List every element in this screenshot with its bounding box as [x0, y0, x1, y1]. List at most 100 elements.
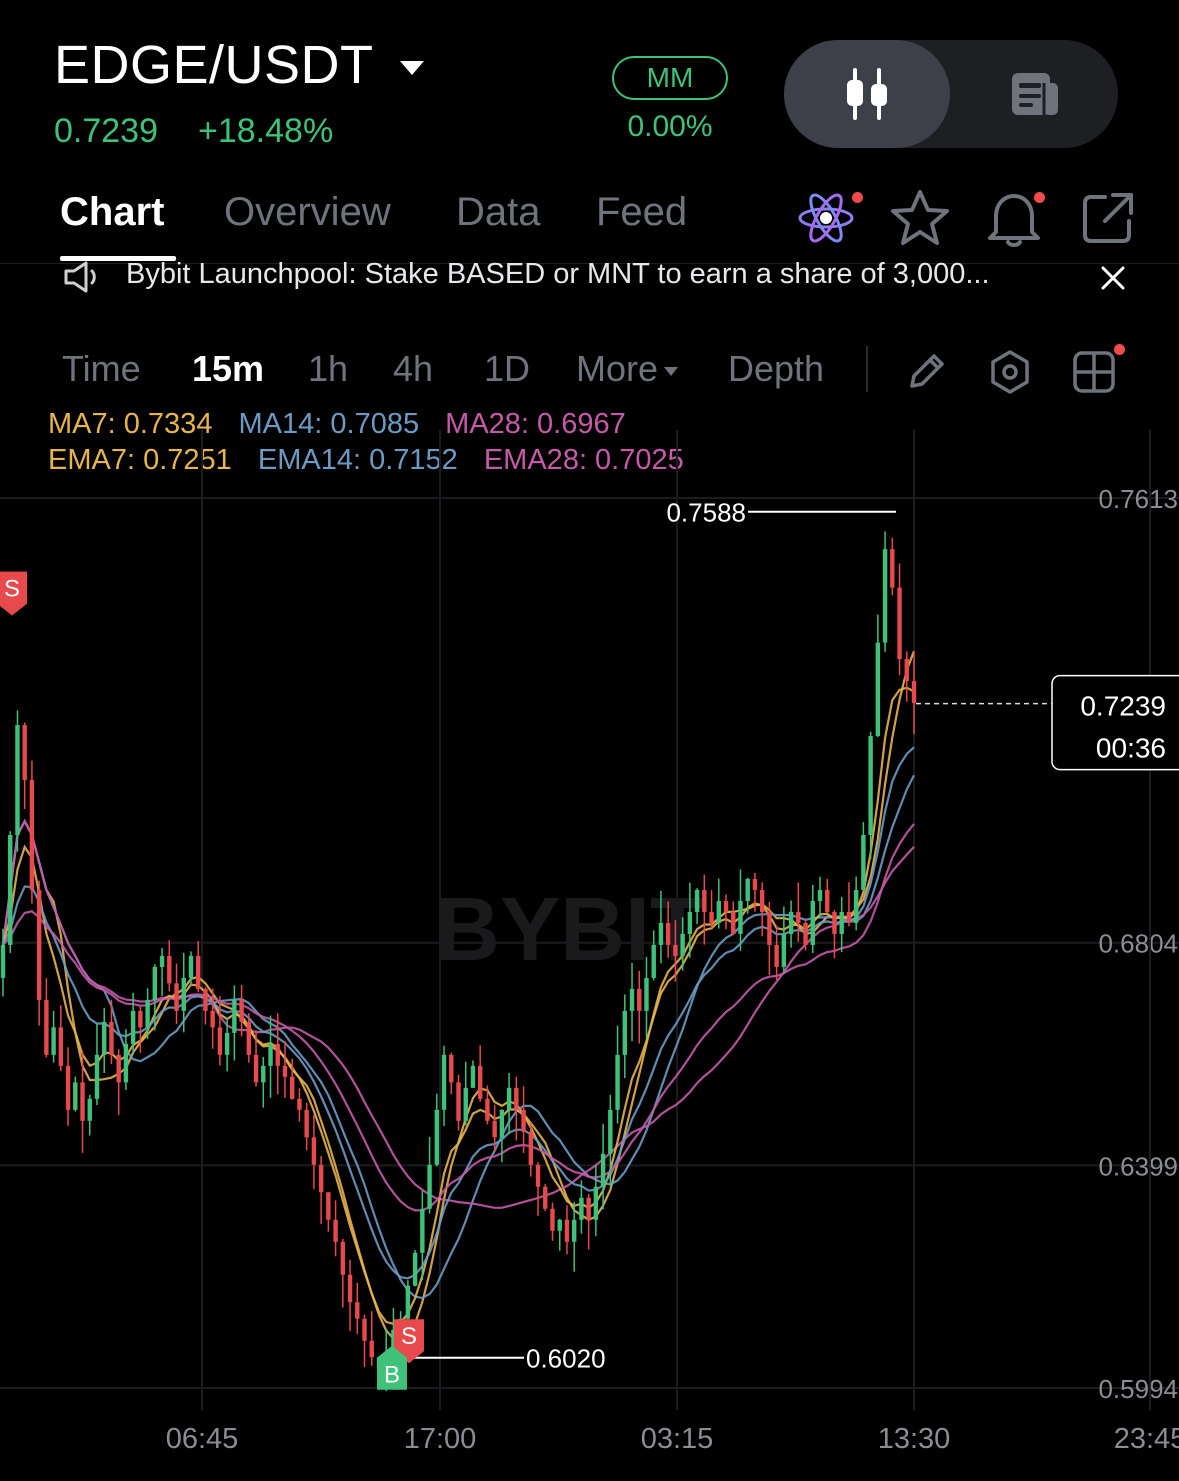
candle-body — [890, 549, 895, 588]
candle-body — [29, 780, 35, 890]
candle-body — [239, 999, 244, 1022]
candle-body — [861, 834, 866, 890]
speaker-icon — [64, 261, 96, 293]
candle-body — [825, 889, 830, 912]
last-price-value: 0.7239 — [1080, 691, 1166, 722]
sell-marker — [394, 1319, 424, 1364]
candle-body — [391, 1329, 396, 1352]
candle-body — [535, 1164, 541, 1187]
candle-body — [774, 944, 779, 967]
candle-body — [36, 889, 42, 1000]
candle-body — [167, 955, 172, 984]
candle-body — [731, 911, 736, 934]
candle-body — [22, 725, 27, 781]
candle-body — [564, 1219, 570, 1242]
view-toggle[interactable] — [784, 40, 1118, 148]
tab-feed[interactable]: Feed — [596, 190, 688, 234]
candle-body — [492, 1120, 497, 1138]
timeframe-1h[interactable]: 1h — [308, 348, 349, 389]
candle-body — [412, 1252, 418, 1286]
candle-body — [102, 1021, 107, 1055]
watermark: BYBIT — [435, 880, 705, 980]
candle-body — [521, 1109, 526, 1132]
candle-body — [15, 725, 20, 835]
candle-body — [637, 988, 642, 1011]
sell-marker — [0, 571, 27, 616]
timeframe-1d[interactable]: 1D — [484, 348, 531, 389]
candle-body — [644, 977, 649, 1011]
candle-body — [477, 1065, 483, 1099]
close-icon[interactable] — [1100, 265, 1126, 291]
candle-body — [304, 1109, 309, 1138]
candle-body — [145, 999, 150, 1028]
candle-body — [557, 1219, 562, 1231]
main-tabs: Chart Overview Data Feed — [0, 180, 1179, 264]
candle-body — [116, 1054, 121, 1083]
timeframe-time[interactable]: Time — [62, 348, 141, 389]
sell-marker-label: S — [401, 1323, 417, 1350]
last-price: 0.7239 — [54, 112, 158, 150]
depth-tab[interactable]: Depth — [728, 348, 825, 389]
candle-body — [290, 1076, 295, 1099]
bell-icon[interactable] — [982, 186, 1046, 250]
candle-body — [58, 1027, 64, 1066]
candle-body — [196, 955, 201, 989]
candle-body — [810, 900, 815, 945]
candle-body — [355, 1302, 360, 1319]
candle-body — [44, 999, 49, 1055]
candle-body — [752, 878, 758, 890]
announcement-banner[interactable]: Bybit Launchpool: Stake BASED or MNT to … — [0, 252, 1179, 302]
candlestick-icon — [847, 68, 887, 120]
candle-body — [796, 911, 801, 923]
tab-chart[interactable]: Chart — [60, 190, 165, 234]
candle-body — [80, 1082, 85, 1121]
timeframe-15m[interactable]: 15m — [192, 348, 265, 389]
layout-grid-icon[interactable] — [1066, 344, 1125, 400]
ma14-value: MA14: 0.7085 — [238, 408, 420, 440]
timeframe-more-label[interactable]: More — [576, 348, 659, 389]
candle-body — [224, 1032, 230, 1055]
candle-body — [911, 681, 917, 704]
candle-body — [904, 659, 909, 682]
candlestick-chart[interactable]: 0.7613 0.6804 0.6399 0.5994 06:45 17:00 03:15 1… — [0, 430, 1179, 1481]
news-icon — [1012, 73, 1058, 115]
pair-selector[interactable]: EDGE/USDT — [54, 34, 424, 96]
banner-text[interactable]: Bybit Launchpool: Stake BASED or MNT to … — [126, 258, 990, 290]
candle-body — [297, 1098, 302, 1110]
candle-body — [651, 944, 656, 978]
chevron-down-icon[interactable] — [664, 366, 679, 376]
y-axis-label: 0.7613 — [1098, 484, 1178, 514]
candle-body — [232, 999, 237, 1033]
candle-body — [803, 922, 808, 945]
ma28-value: MA28: 0.6967 — [445, 408, 626, 440]
candle-body — [702, 889, 707, 912]
price-chart[interactable]: 0.7613 0.6804 0.6399 0.5994 06:45 17:00 03:15 1… — [0, 430, 1179, 1481]
timeframe-more[interactable]: More — [576, 348, 679, 390]
timeframe-4h[interactable]: 4h — [393, 348, 434, 389]
star-icon[interactable] — [888, 186, 952, 250]
last-price-box — [1051, 674, 1179, 771]
candle-body — [579, 1197, 584, 1220]
mm-badge[interactable]: MM — [612, 56, 728, 100]
buy-marker — [377, 1345, 407, 1390]
pair-name[interactable]: EDGE/USDT — [54, 35, 374, 95]
indicator-settings-icon[interactable] — [982, 344, 1038, 400]
notification-dot — [1114, 344, 1125, 355]
pencil-icon[interactable] — [898, 344, 954, 400]
candle-body — [767, 911, 772, 945]
share-icon[interactable] — [1076, 186, 1140, 250]
candle-body — [709, 911, 714, 923]
candle-body — [268, 1043, 273, 1066]
tab-data[interactable]: Data — [456, 190, 541, 234]
ma7-value: MA7: 0.7334 — [48, 408, 213, 440]
header: EDGE/USDT 0.7239 +18.48% MM 0.00% — [0, 0, 1179, 160]
tab-overview[interactable]: Overview — [224, 190, 391, 234]
candle-body — [362, 1318, 367, 1341]
candlestick-view-button[interactable] — [784, 40, 950, 148]
candle-body — [781, 933, 787, 967]
x-axis-label: 17:00 — [404, 1423, 477, 1455]
candle-body — [738, 900, 743, 934]
chevron-down-icon[interactable] — [399, 61, 424, 75]
atom-icon[interactable] — [794, 186, 863, 250]
news-view-button[interactable] — [952, 40, 1118, 148]
